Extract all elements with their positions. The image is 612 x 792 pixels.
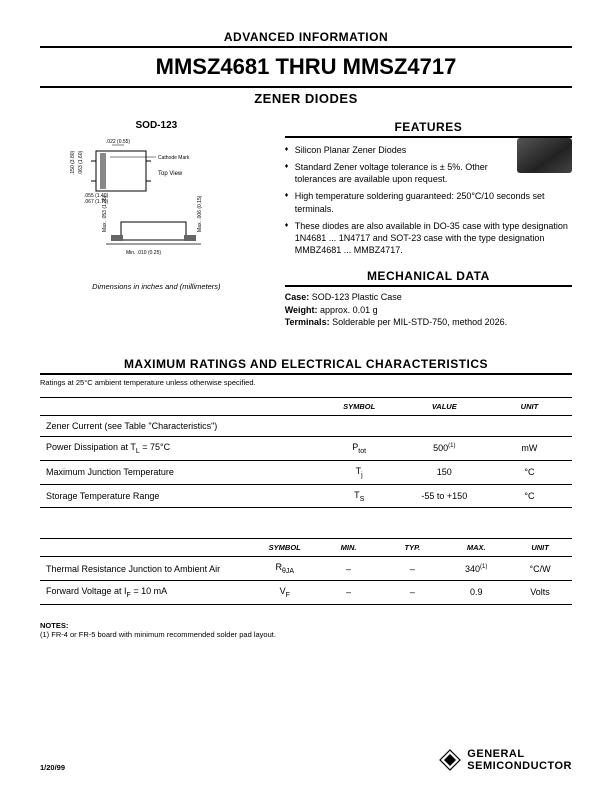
symbol-cell [317,415,402,436]
ratings-table-1: SYMBOL VALUE UNIT Zener Current (see Tab… [40,397,572,508]
param-cell: Power Dissipation at TL = 75°C [40,436,317,460]
typ-cell: – [380,557,444,581]
diagram-caption: Dimensions in inches and (millimeters) [40,282,273,291]
col-header: MIN. [317,539,381,557]
weight-value: approx. 0.01 g [318,305,378,315]
max-cell: 340(1) [444,557,508,581]
terminals-value: Solderable per MIL-STD-750, method 2026. [330,317,508,327]
unit-cell: °C [487,460,572,484]
dim-label: Max. .053 (1.35) [102,195,108,232]
col-header: UNIT [487,397,572,415]
min-cell: – [317,557,381,581]
table-row: Maximum Junction Temperature Tj 150 °C [40,460,572,484]
value-cell: -55 to +150 [402,484,487,508]
table-header-row: SYMBOL VALUE UNIT [40,397,572,415]
topview-label: Top View [158,171,183,177]
package-label: SOD-123 [40,120,273,131]
dim-label: .022 (0.55) [106,139,131,145]
cathode-label: Cathode Mark [158,155,190,161]
param-cell: Zener Current (see Table "Characteristic… [40,415,317,436]
value-cell: 150 [402,460,487,484]
symbol-cell: VF [253,581,317,605]
terminals-label: Terminals: [285,317,330,327]
table-row: Power Dissipation at TL = 75°C Ptot 500(… [40,436,572,460]
value-cell: 500(1) [402,436,487,460]
package-diagram: .022 (0.55) Cathode Mark Top View .150 (… [66,137,246,272]
col-header: MAX. [444,539,508,557]
unit-cell [487,415,572,436]
unit-cell: °C [487,484,572,508]
weight-label: Weight: [285,305,318,315]
table-row: Storage Temperature Range TS -55 to +150… [40,484,572,508]
table-row: Thermal Resistance Junction to Ambient A… [40,557,572,581]
table-row: Zener Current (see Table "Characteristic… [40,415,572,436]
symbol-cell: TS [317,484,402,508]
dim-label: .063 (1.60) [78,150,84,175]
package-column: SOD-123 .022 (0.55) Cathode Mark Top Vie… [40,120,285,329]
param-cell: Thermal Resistance Junction to Ambient A… [40,557,253,581]
max-cell: 0.9 [444,581,508,605]
symbol-cell: Tj [317,460,402,484]
feature-item: Standard Zener voltage tolerance is ± 5%… [285,161,572,185]
min-cell: – [317,581,381,605]
feature-item: Silicon Planar Zener Diodes [285,144,572,156]
top-columns: SOD-123 .022 (0.55) Cathode Mark Top Vie… [40,120,572,329]
notes-heading: NOTES: [40,621,572,630]
col-header: SYMBOL [253,539,317,557]
table-row: Forward Voltage at IF = 10 mA VF – – 0.9… [40,581,572,605]
value-cell [402,415,487,436]
page-footer: 1/20/99 GENERAL SEMICONDUCTOR [40,748,572,772]
param-cell: Storage Temperature Range [40,484,317,508]
footer-date: 1/20/99 [40,763,65,772]
col-header [40,397,317,415]
mechanical-body: Case: SOD-123 Plastic Case Weight: appro… [285,291,572,329]
col-header: SYMBOL [317,397,402,415]
typ-cell: – [380,581,444,605]
dim-label: Min. .010 (0.25) [126,250,161,256]
brand-text: GENERAL SEMICONDUCTOR [467,748,572,772]
info-column: FEATURES Silicon Planar Zener Diodes Sta… [285,120,572,329]
col-header: TYP. [380,539,444,557]
col-header: UNIT [508,539,572,557]
case-value: SOD-123 Plastic Case [309,292,402,302]
unit-cell: °C/W [508,557,572,581]
col-header [40,539,253,557]
symbol-cell: RθJA [253,557,317,581]
param-cell: Maximum Junction Temperature [40,460,317,484]
ratings-heading: MAXIMUM RATINGS AND ELECTRICAL CHARACTER… [40,357,572,375]
feature-item: These diodes are also available in DO-35… [285,220,572,256]
ratings-note: Ratings at 25°C ambient temperature unle… [40,378,572,387]
feature-item: High temperature soldering guaranteed: 2… [285,190,572,214]
table-header-row: SYMBOL MIN. TYP. MAX. UNIT [40,539,572,557]
col-header: VALUE [402,397,487,415]
advanced-information: ADVANCED INFORMATION [40,30,572,44]
unit-cell: mW [487,436,572,460]
ratings-table-2: SYMBOL MIN. TYP. MAX. UNIT Thermal Resis… [40,538,572,605]
brand-logo: GENERAL SEMICONDUCTOR [439,748,572,772]
features-heading: FEATURES [285,120,572,138]
part-title: MMSZ4681 THRU MMSZ4717 [40,46,572,88]
notes-body: (1) FR-4 or FR-5 board with minimum reco… [40,630,572,639]
dim-label: .150 (3.80) [70,150,76,175]
dim-label: Max. .006 (0.15) [197,195,203,232]
mechanical-heading: MECHANICAL DATA [285,269,572,287]
unit-cell: Volts [508,581,572,605]
symbol-cell: Ptot [317,436,402,460]
logo-icon [439,749,461,771]
param-cell: Forward Voltage at IF = 10 mA [40,581,253,605]
subtitle: ZENER DIODES [40,91,572,106]
case-label: Case: [285,292,310,302]
features-list: Silicon Planar Zener Diodes Standard Zen… [285,144,572,256]
